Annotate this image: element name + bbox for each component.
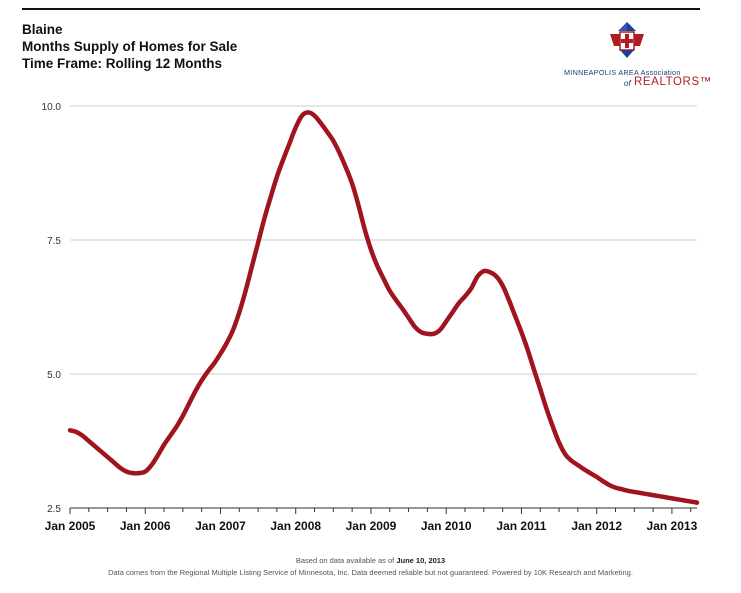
x-tick-label: Jan 2005 <box>45 519 96 533</box>
x-tick-label: Jan 2006 <box>120 519 171 533</box>
x-tick-label: Jan 2013 <box>647 519 698 533</box>
x-tick-label: Jan 2009 <box>346 519 397 533</box>
months-supply-line <box>67 110 700 505</box>
y-tick-label: 5.0 <box>47 370 61 381</box>
logo-realtors-text: REALTORS™ <box>634 76 712 88</box>
logo-realtors-word: REALTORS <box>634 76 700 88</box>
y-tick-label: 7.5 <box>47 236 61 247</box>
months-supply-chart: 2.55.07.510.0 Jan 2005 Jan 2006 Jan 2007 Ja… <box>42 102 700 533</box>
association-logo: MINNEAPOLIS AREA Association of REALTORS… <box>560 20 711 92</box>
metric-title: Months Supply of Homes for Sale <box>22 39 238 54</box>
gridlines <box>70 105 697 375</box>
top-rule <box>22 8 700 10</box>
chart-header: Blaine Months Supply of Homes for Sale T… <box>22 21 237 72</box>
x-tick-label: Jan 2010 <box>421 519 472 533</box>
y-tick-label: 10.0 <box>42 102 62 113</box>
footer-date-line: Based on data available as of June 10, 2… <box>0 556 741 565</box>
footer-date: June 10, 2013 <box>396 556 446 565</box>
house-cross-icon <box>610 22 644 58</box>
x-tick-label: Jan 2011 <box>496 519 546 533</box>
footer-disclaimer: Data comes from the Regional Multiple Li… <box>108 568 633 577</box>
area-title: Blaine <box>22 22 63 37</box>
x-tick-label: Jan 2012 <box>571 519 622 533</box>
series-layer <box>67 110 700 505</box>
logo-of-text: of <box>624 79 631 88</box>
x-tick-label: Jan 2007 <box>195 519 246 533</box>
timeframe-title: Time Frame: Rolling 12 Months <box>22 56 223 71</box>
x-axis: Jan 2005 Jan 2006 Jan 2007 Jan 2008 Jan 2009… <box>45 507 698 533</box>
y-tick-label: 2.5 <box>47 504 61 515</box>
logo-org-text: MINNEAPOLIS AREA Association <box>564 68 681 77</box>
x-tick-label: Jan 2008 <box>270 519 321 533</box>
y-axis-ticks: 2.5 5.0 7.5 10.0 <box>42 102 62 515</box>
footer-date-prefix: Based on data available as of <box>295 556 397 565</box>
